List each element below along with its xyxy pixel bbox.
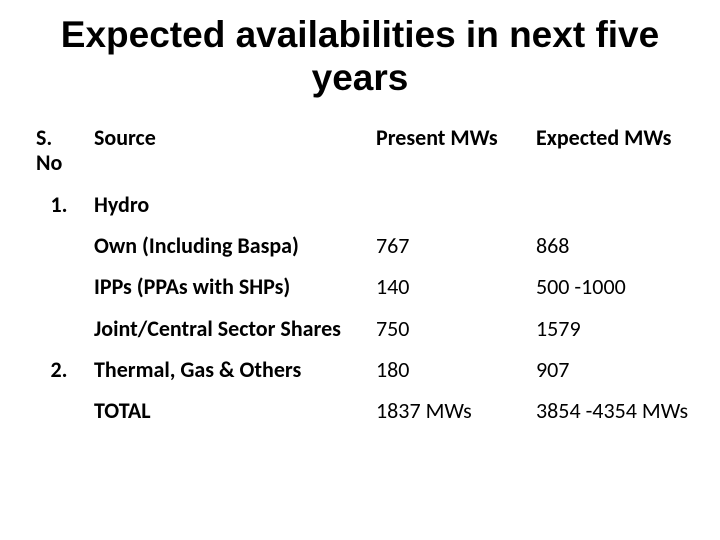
- header-expected: Expected MWs: [530, 117, 700, 184]
- cell-sno: [30, 266, 88, 307]
- cell-present: [370, 184, 530, 225]
- cell-expected: 1579: [530, 308, 700, 349]
- header-present: Present MWs: [370, 117, 530, 184]
- table-header-row: S. No Source Present MWs Expected MWs: [30, 117, 700, 184]
- cell-present: 140: [370, 266, 530, 307]
- cell-expected: 868: [530, 225, 700, 266]
- cell-source: TOTAL: [88, 390, 370, 431]
- cell-sno: [30, 308, 88, 349]
- cell-source: Own (Including Baspa): [88, 225, 370, 266]
- cell-present: 180: [370, 349, 530, 390]
- cell-expected: 907: [530, 349, 700, 390]
- cell-present: 750: [370, 308, 530, 349]
- cell-sno: [30, 225, 88, 266]
- table-row: TOTAL 1837 MWs 3854 -4354 MWs: [30, 390, 700, 431]
- cell-present: 1837 MWs: [370, 390, 530, 431]
- cell-expected: [530, 184, 700, 225]
- cell-present: 767: [370, 225, 530, 266]
- cell-source: Thermal, Gas & Others: [88, 349, 370, 390]
- table-row: 2. Thermal, Gas & Others 180 907: [30, 349, 700, 390]
- cell-sno: [30, 390, 88, 431]
- cell-expected: 3854 -4354 MWs: [530, 390, 700, 431]
- table-row: IPPs (PPAs with SHPs) 140 500 -1000: [30, 266, 700, 307]
- table-row: Joint/Central Sector Shares 750 1579: [30, 308, 700, 349]
- cell-source: IPPs (PPAs with SHPs): [88, 266, 370, 307]
- table-row: 1. Hydro: [30, 184, 700, 225]
- header-sno: S. No: [30, 117, 88, 184]
- cell-sno: 1.: [30, 184, 88, 225]
- slide-title: Expected availabilities in next five yea…: [30, 14, 690, 99]
- availability-table: S. No Source Present MWs Expected MWs 1.…: [30, 117, 700, 431]
- cell-source: Hydro: [88, 184, 370, 225]
- cell-expected: 500 -1000: [530, 266, 700, 307]
- table-row: Own (Including Baspa) 767 868: [30, 225, 700, 266]
- header-source: Source: [88, 117, 370, 184]
- cell-sno: 2.: [30, 349, 88, 390]
- cell-source: Joint/Central Sector Shares: [88, 308, 370, 349]
